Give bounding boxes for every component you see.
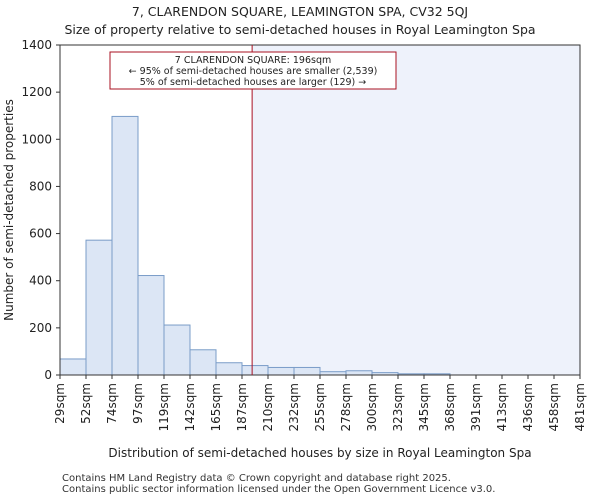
x-tick-label-300sqm: 300sqm [365, 383, 379, 431]
x-tick-label-165sqm: 165sqm [209, 383, 223, 431]
bar-52sqm [85, 239, 113, 376]
bar-187sqm [241, 365, 269, 376]
footer-line-1: Contains HM Land Registry data © Crown c… [62, 473, 451, 484]
x-tick-label-119sqm: 119sqm [157, 383, 171, 431]
x-tick-label-29sqm: 29sqm [53, 383, 67, 424]
bar-278sqm [345, 370, 373, 376]
y-axis-label: Number of semi-detached properties [2, 99, 16, 321]
y-tick-label-400: 400 [29, 274, 52, 288]
bar-142sqm [189, 349, 217, 376]
chart-title: 7, CLARENDON SQUARE, LEAMINGTON SPA, CV3… [131, 4, 469, 19]
y-tick-label-1000: 1000 [21, 132, 52, 146]
chart-subtitle: Size of property relative to semi-detach… [64, 22, 536, 37]
footer-line-2: Contains public sector information licen… [62, 484, 496, 495]
y-tick-label-1200: 1200 [21, 85, 52, 99]
annotation-larger-text: 5% of semi-detached houses are larger (1… [140, 77, 367, 88]
y-tick-label-200: 200 [29, 321, 52, 335]
x-tick-label-232sqm: 232sqm [287, 383, 301, 431]
x-tick-label-74sqm: 74sqm [105, 383, 119, 424]
annotation-title: 7 CLARENDON SQUARE: 196sqm [175, 55, 332, 66]
bar-74sqm [111, 115, 139, 376]
x-tick-label-278sqm: 278sqm [339, 383, 353, 431]
bar-165sqm [215, 362, 243, 376]
x-tick-label-142sqm: 142sqm [183, 383, 197, 431]
x-tick-label-345sqm: 345sqm [417, 383, 431, 431]
x-tick-label-210sqm: 210sqm [261, 383, 275, 431]
x-tick-label-413sqm: 413sqm [495, 383, 509, 431]
x-tick-label-52sqm: 52sqm [79, 383, 93, 424]
annotation-box [109, 51, 397, 90]
x-tick-label-436sqm: 436sqm [521, 383, 535, 431]
x-tick-label-368sqm: 368sqm [443, 383, 457, 431]
annotation-smaller-text: ← 95% of semi-detached houses are smalle… [129, 66, 378, 77]
x-tick-label-481sqm: 481sqm [573, 383, 587, 431]
y-tick-label-600: 600 [29, 227, 52, 241]
x-tick-label-187sqm: 187sqm [235, 383, 249, 431]
y-tick-label-800: 800 [29, 179, 52, 193]
x-tick-label-255sqm: 255sqm [313, 383, 327, 431]
y-tick-label-1400: 1400 [21, 38, 52, 52]
y-tick-label-0: 0 [44, 368, 52, 382]
bar-232sqm [293, 366, 321, 376]
x-tick-label-391sqm: 391sqm [469, 383, 483, 431]
bar-210sqm [267, 366, 295, 376]
x-tick-label-458sqm: 458sqm [547, 383, 561, 431]
x-tick-label-97sqm: 97sqm [131, 383, 145, 424]
bar-97sqm [137, 275, 165, 376]
bar-119sqm [163, 324, 191, 376]
bar-29sqm [59, 358, 87, 376]
x-tick-label-323sqm: 323sqm [391, 383, 405, 431]
x-axis-label: Distribution of semi-detached houses by … [108, 446, 531, 460]
larger-region-shade [252, 45, 580, 375]
